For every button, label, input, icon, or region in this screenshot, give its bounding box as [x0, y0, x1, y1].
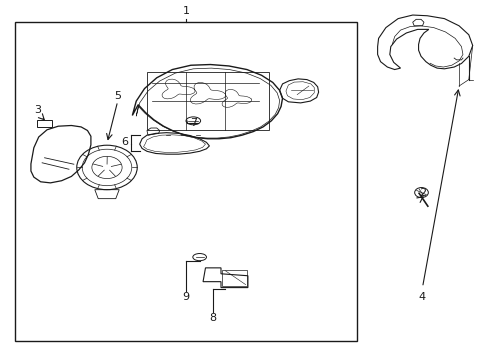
Bar — [15, 22, 356, 341]
Text: 6: 6 — [122, 138, 128, 147]
Text: 9: 9 — [182, 292, 189, 302]
Text: 8: 8 — [209, 313, 216, 323]
Text: 3: 3 — [34, 105, 41, 115]
Text: 4: 4 — [418, 292, 425, 302]
Bar — [222, 270, 246, 286]
Bar — [147, 72, 268, 130]
Text: 5: 5 — [114, 91, 121, 101]
Text: 7: 7 — [189, 118, 197, 128]
Text: 2: 2 — [418, 188, 425, 198]
Text: 1: 1 — [182, 6, 189, 17]
